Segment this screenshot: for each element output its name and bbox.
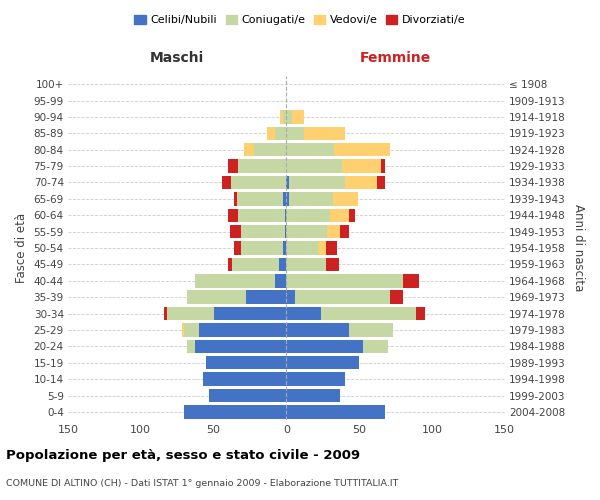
Bar [286, 405, 385, 418]
Bar [295, 290, 389, 304]
Bar [326, 242, 337, 254]
Bar [286, 290, 295, 304]
Bar [286, 192, 289, 205]
Bar [286, 208, 330, 222]
Bar [228, 160, 238, 173]
Bar [230, 225, 241, 238]
Bar [292, 110, 304, 124]
Legend: Celibi/Nubili, Coniugati/e, Vedovi/e, Divorziati/e: Celibi/Nubili, Coniugati/e, Vedovi/e, Di… [130, 10, 470, 30]
Bar [286, 160, 341, 173]
Bar [241, 225, 285, 238]
Bar [254, 143, 286, 156]
Text: Femmine: Femmine [360, 52, 431, 66]
Text: Maschi: Maschi [150, 52, 204, 66]
Bar [275, 274, 286, 287]
Bar [286, 340, 364, 353]
Bar [286, 110, 292, 124]
Bar [340, 225, 349, 238]
Bar [214, 307, 286, 320]
Bar [245, 290, 286, 304]
Bar [286, 274, 403, 287]
Bar [194, 274, 275, 287]
Bar [283, 242, 286, 254]
Bar [187, 340, 194, 353]
Bar [326, 258, 339, 271]
Bar [199, 324, 286, 336]
Bar [286, 143, 334, 156]
Bar [327, 225, 340, 238]
Bar [234, 242, 241, 254]
Bar [187, 290, 245, 304]
Bar [319, 242, 326, 254]
Bar [286, 356, 359, 370]
Bar [381, 160, 385, 173]
Bar [286, 324, 349, 336]
Bar [286, 126, 304, 140]
Y-axis label: Fasce di età: Fasce di età [15, 213, 28, 283]
Bar [203, 372, 286, 386]
Bar [184, 405, 286, 418]
Bar [321, 307, 416, 320]
Bar [286, 372, 344, 386]
Bar [334, 143, 389, 156]
Bar [341, 160, 381, 173]
Bar [349, 324, 392, 336]
Bar [286, 176, 289, 189]
Bar [268, 126, 275, 140]
Bar [234, 192, 237, 205]
Bar [194, 340, 286, 353]
Bar [286, 242, 319, 254]
Bar [222, 176, 231, 189]
Bar [377, 176, 385, 189]
Bar [164, 307, 167, 320]
Bar [231, 176, 286, 189]
Bar [416, 307, 425, 320]
Bar [285, 225, 286, 238]
Bar [206, 356, 286, 370]
Bar [184, 324, 199, 336]
Bar [286, 225, 327, 238]
Bar [244, 143, 254, 156]
Bar [344, 176, 377, 189]
Bar [289, 176, 344, 189]
Bar [304, 126, 344, 140]
Bar [280, 110, 283, 124]
Bar [286, 307, 321, 320]
Bar [403, 274, 419, 287]
Bar [330, 208, 349, 222]
Bar [228, 258, 232, 271]
Bar [182, 324, 184, 336]
Bar [241, 242, 283, 254]
Bar [238, 160, 286, 173]
Bar [283, 110, 286, 124]
Bar [286, 389, 340, 402]
Text: Popolazione per età, sesso e stato civile - 2009: Popolazione per età, sesso e stato civil… [6, 450, 360, 462]
Bar [167, 307, 214, 320]
Y-axis label: Anni di nascita: Anni di nascita [572, 204, 585, 292]
Bar [228, 208, 238, 222]
Bar [283, 192, 286, 205]
Bar [232, 258, 279, 271]
Bar [237, 192, 283, 205]
Bar [349, 208, 355, 222]
Bar [289, 192, 333, 205]
Bar [275, 126, 286, 140]
Bar [333, 192, 358, 205]
Bar [209, 389, 286, 402]
Text: COMUNE DI ALTINO (CH) - Dati ISTAT 1° gennaio 2009 - Elaborazione TUTTITALIA.IT: COMUNE DI ALTINO (CH) - Dati ISTAT 1° ge… [6, 478, 398, 488]
Bar [364, 340, 388, 353]
Bar [285, 208, 286, 222]
Bar [389, 290, 403, 304]
Bar [286, 258, 326, 271]
Bar [238, 208, 285, 222]
Bar [279, 258, 286, 271]
